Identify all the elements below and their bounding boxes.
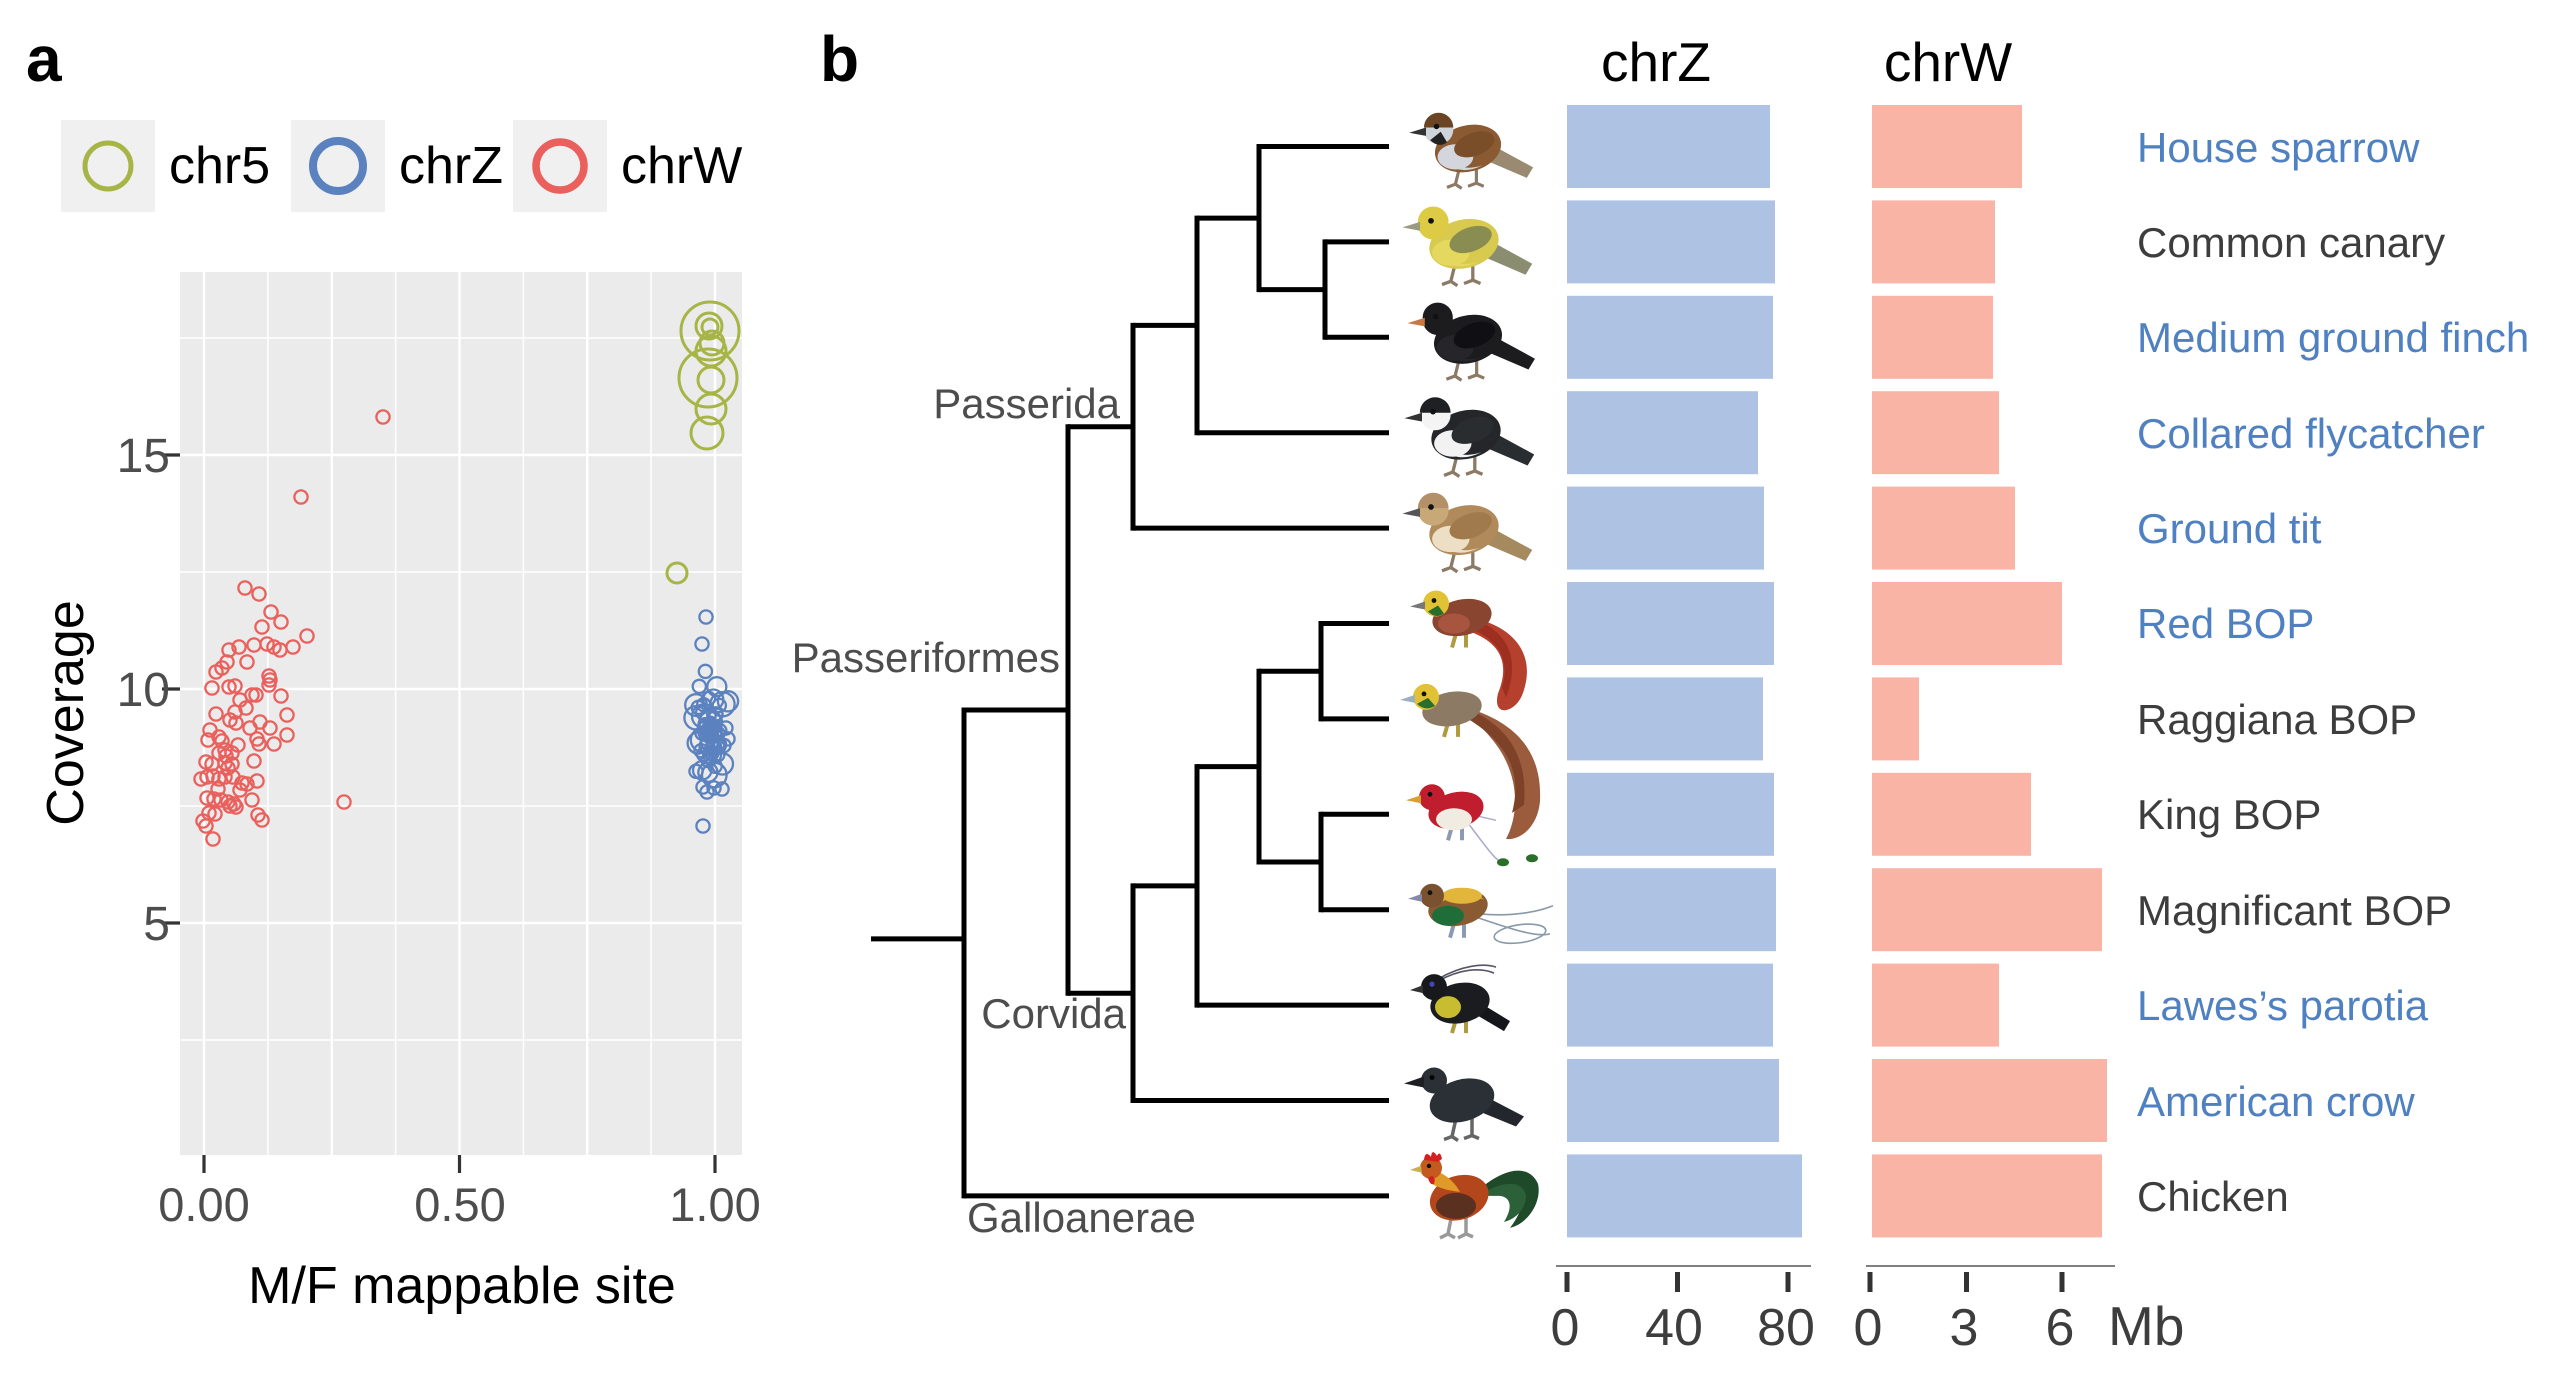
svg-text:Corvida: Corvida bbox=[981, 990, 1126, 1037]
svg-text:Raggiana BOP: Raggiana BOP bbox=[2137, 696, 2417, 743]
svg-text:Red BOP: Red BOP bbox=[2137, 600, 2314, 647]
svg-text:40: 40 bbox=[1645, 1299, 1703, 1357]
svg-text:King BOP: King BOP bbox=[2137, 791, 2321, 838]
svg-text:10: 10 bbox=[117, 664, 170, 717]
svg-text:0: 0 bbox=[1551, 1299, 1580, 1357]
svg-text:b: b bbox=[820, 23, 859, 95]
svg-text:Common canary: Common canary bbox=[2137, 219, 2445, 266]
svg-text:3: 3 bbox=[1950, 1299, 1979, 1357]
svg-text:0.00: 0.00 bbox=[158, 1178, 249, 1231]
svg-text:House sparrow: House sparrow bbox=[2137, 124, 2420, 171]
svg-text:Galloanerae: Galloanerae bbox=[967, 1194, 1196, 1241]
svg-text:Magnificant BOP: Magnificant BOP bbox=[2137, 887, 2452, 934]
svg-text:Chicken: Chicken bbox=[2137, 1173, 2289, 1220]
svg-text:5: 5 bbox=[143, 898, 170, 951]
svg-text:Passerida: Passerida bbox=[933, 380, 1120, 427]
svg-text:chrZ: chrZ bbox=[399, 137, 503, 195]
svg-text:6: 6 bbox=[2046, 1299, 2075, 1357]
svg-text:1.00: 1.00 bbox=[669, 1178, 760, 1231]
svg-text:Collared flycatcher: Collared flycatcher bbox=[2137, 410, 2485, 457]
svg-text:0.50: 0.50 bbox=[414, 1178, 505, 1231]
svg-text:M/F mappable site: M/F mappable site bbox=[248, 1257, 676, 1315]
svg-text:80: 80 bbox=[1757, 1299, 1815, 1357]
svg-text:Lawes’s parotia: Lawes’s parotia bbox=[2137, 982, 2429, 1029]
svg-text:0: 0 bbox=[1854, 1299, 1883, 1357]
svg-text:chrZ: chrZ bbox=[1601, 31, 1711, 93]
svg-text:Passeriformes: Passeriformes bbox=[792, 634, 1060, 681]
svg-text:Ground tit: Ground tit bbox=[2137, 505, 2322, 552]
svg-text:chrW: chrW bbox=[621, 137, 742, 195]
svg-text:chrW: chrW bbox=[1884, 31, 2012, 93]
svg-text:Mb: Mb bbox=[2108, 1295, 2184, 1357]
svg-text:chr5: chr5 bbox=[169, 137, 270, 195]
svg-text:American crow: American crow bbox=[2137, 1078, 2415, 1125]
svg-text:a: a bbox=[26, 23, 62, 95]
svg-text:Medium ground finch: Medium ground finch bbox=[2137, 314, 2529, 361]
svg-text:Coverage: Coverage bbox=[37, 600, 95, 825]
svg-text:15: 15 bbox=[117, 430, 170, 483]
